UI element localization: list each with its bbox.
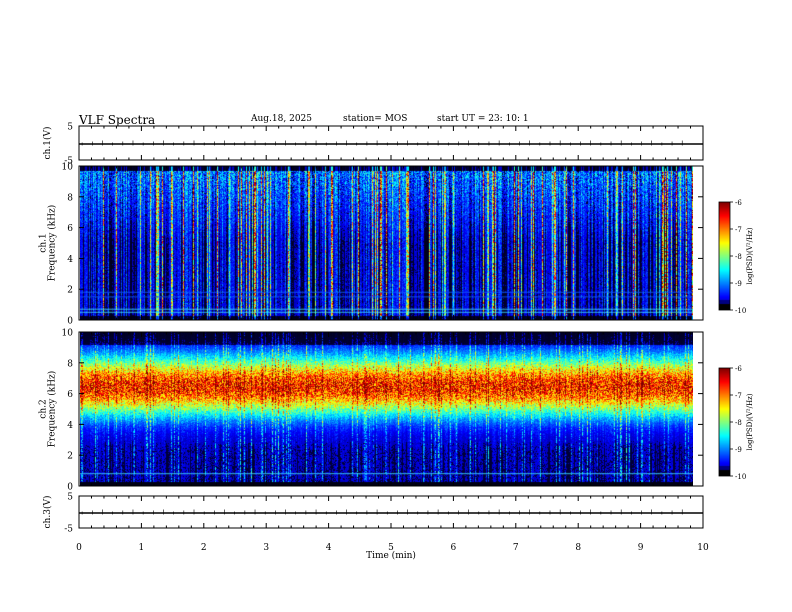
y-axis-label: ch.2	[39, 399, 49, 418]
x-tick-label: 2	[201, 543, 207, 553]
x-tick-label: 10	[697, 543, 709, 553]
y-tick-label: 0	[67, 483, 73, 493]
colorbar-tick-label: -7	[735, 392, 742, 400]
colorbar-tick-label: -9	[735, 280, 742, 288]
x-tick-label: 1	[139, 543, 145, 553]
y-tick-label: 5	[67, 123, 73, 133]
x-tick-label: 7	[513, 543, 519, 553]
y-tick-label: -5	[64, 525, 73, 535]
colorbar-tick-label: -10	[735, 473, 746, 481]
y-tick-label: 5	[67, 493, 73, 503]
colorbar-tick-label: -10	[735, 307, 746, 315]
panel-frame	[78, 125, 704, 161]
x-tick-label: 8	[575, 543, 581, 553]
ch2-spectrogram-image	[80, 332, 693, 486]
y-tick-label: 0	[67, 317, 73, 327]
x-tick-label: 3	[263, 543, 269, 553]
x-tick-label: 6	[451, 543, 457, 553]
y-tick-label: 6	[67, 390, 73, 400]
y-axis-label: Frequency (kHz)	[47, 205, 58, 282]
start-time-label: start UT = 23: 10: 1	[437, 114, 529, 124]
station-label: station= MOS	[343, 114, 408, 124]
colorbar-tick-label: -6	[735, 199, 742, 207]
y-axis-label: Frequency (kHz)	[47, 371, 58, 448]
x-tick-label: 4	[326, 543, 332, 553]
colorbar-tick-label: -6	[735, 365, 742, 373]
panel-frame	[78, 165, 704, 321]
chart-title: VLF Spectra	[79, 113, 156, 127]
y-tick-label: 10	[62, 163, 74, 173]
y-tick-label: 8	[67, 193, 73, 203]
y-axis-label: ch.3(V)	[42, 496, 53, 529]
y-tick-label: 8	[67, 359, 73, 369]
y-tick-label: 4	[67, 255, 73, 265]
colorbar-tick-label: -8	[735, 419, 742, 427]
colorbar-tick-label: -8	[735, 253, 742, 261]
chart-header: VLF Spectra Aug.18, 2025 station= MOS st…	[0, 0, 792, 140]
y-tick-label: 10	[62, 329, 74, 339]
y-tick-label: 2	[67, 452, 73, 462]
y-tick-label: 4	[67, 421, 73, 431]
y-axis-label: ch.1	[39, 233, 49, 252]
colorbar-frame	[718, 201, 731, 311]
ch2-colorbar	[719, 368, 730, 476]
colorbar-frame	[718, 367, 731, 477]
x-axis-label: Time (min)	[366, 550, 416, 561]
ch1-spectrogram-image	[80, 166, 693, 320]
colorbar-label: log(PSD)(V²/Hz)	[746, 227, 754, 284]
ch1-colorbar	[719, 202, 730, 310]
x-tick-label: 0	[76, 543, 82, 553]
y-tick-label: 6	[67, 224, 73, 234]
colorbar-tick-label: -7	[735, 226, 742, 234]
colorbar-tick-label: -9	[735, 446, 742, 454]
y-axis-label: ch.1(V)	[42, 127, 53, 160]
colorbar-label: log(PSD)(V²/Hz)	[746, 393, 754, 450]
x-tick-label: 5	[388, 543, 394, 553]
date-label: Aug.18, 2025	[251, 114, 312, 124]
x-tick-label: 9	[638, 543, 644, 553]
panel-frame	[78, 331, 704, 487]
y-tick-label: -5	[64, 157, 73, 167]
y-tick-label: 2	[67, 286, 73, 296]
